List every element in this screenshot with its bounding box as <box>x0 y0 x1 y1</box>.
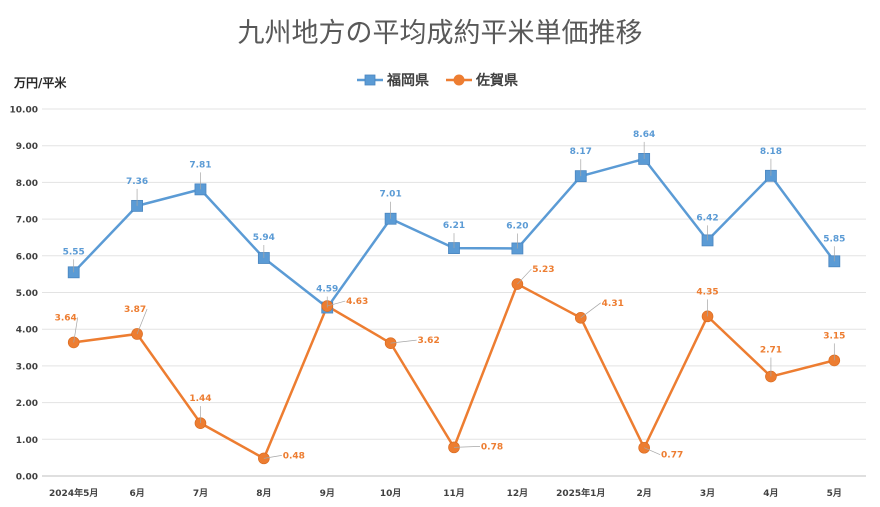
data-label: 4.63 <box>346 297 368 307</box>
leader-line <box>453 446 481 448</box>
y-tick-label: 3.00 <box>16 362 38 372</box>
data-label: 6.42 <box>696 213 718 223</box>
x-tick-label: 12月 <box>507 488 529 499</box>
data-label: 0.77 <box>661 451 683 461</box>
leader-line <box>580 302 601 319</box>
data-label: 8.17 <box>570 147 592 157</box>
x-tick-label: 5月 <box>827 488 842 499</box>
x-tick-label: 10月 <box>380 488 402 499</box>
y-tick-label: 8.00 <box>16 179 38 189</box>
y-tick-label: 9.00 <box>16 142 38 152</box>
data-label: 2.71 <box>760 346 782 356</box>
y-tick-label: 2.00 <box>16 399 38 409</box>
legend: 福岡県 佐賀県 <box>357 72 518 89</box>
x-tick-label: 4月 <box>763 488 778 499</box>
data-label: 1.44 <box>189 394 211 404</box>
x-tick-label: 3月 <box>700 488 715 499</box>
data-label: 0.78 <box>481 442 503 452</box>
y-axis-unit-label: 万円/平米 <box>13 75 67 90</box>
leader-line <box>136 308 148 335</box>
x-tick-label: 8月 <box>256 488 271 499</box>
y-tick-label: 6.00 <box>16 252 38 262</box>
data-label: 3.15 <box>823 331 845 341</box>
leader-line <box>517 268 532 285</box>
y-tick-label: 7.00 <box>16 216 38 226</box>
x-tick-label: 7月 <box>193 488 208 499</box>
data-label: 3.62 <box>418 336 440 346</box>
y-tick-label: 1.00 <box>16 436 38 446</box>
data-label: 8.18 <box>760 147 782 157</box>
series-line-2 <box>73 282 835 460</box>
legend-label-2: 佐賀県 <box>475 72 518 89</box>
x-tick-label: 9月 <box>320 488 335 499</box>
x-axis: 2024年5月 6月 7月 8月 9月 10月 11月 12月 2025年1月 2月 3月 4月 5月 <box>49 487 842 499</box>
leader-line <box>263 455 282 459</box>
leader-line <box>327 300 346 307</box>
gridlines <box>42 108 866 477</box>
legend-label-1: 福岡県 <box>386 72 429 89</box>
data-label: 4.35 <box>696 287 718 297</box>
data-label: 5.55 <box>63 247 85 257</box>
data-label: 3.64 <box>55 313 77 323</box>
x-tick-label: 2025年1月 <box>556 487 605 499</box>
data-label: 7.36 <box>126 177 148 187</box>
legend-marker-circle <box>453 74 465 86</box>
data-label: 7.81 <box>189 160 211 170</box>
x-tick-label: 2月 <box>637 488 652 499</box>
data-label: 0.48 <box>283 451 305 461</box>
legend-marker-square <box>364 74 376 86</box>
data-label: 4.59 <box>316 285 338 295</box>
data-label: 8.64 <box>633 130 655 140</box>
y-tick-label: 0.00 <box>16 473 38 483</box>
y-tick-label: 4.00 <box>16 326 38 336</box>
data-label: 3.87 <box>124 305 146 315</box>
data-label: 6.21 <box>443 221 465 231</box>
series-group <box>67 153 841 465</box>
y-tick-label: 5.00 <box>16 289 38 299</box>
x-tick-label: 6月 <box>129 488 144 499</box>
chart-title: 九州地方の平均成約平米単価推移 <box>238 18 643 49</box>
data-label: 6.20 <box>506 221 528 231</box>
data-label: 4.31 <box>602 299 624 309</box>
data-label: 5.23 <box>532 265 554 275</box>
x-tick-label: 2024年5月 <box>49 487 98 499</box>
data-label: 5.85 <box>823 234 845 244</box>
data-labels: 5.55 7.36 7.81 5.94 4.59 7.01 6.21 6.20 8.17 8.64… <box>55 130 846 461</box>
data-label: 7.01 <box>380 190 402 200</box>
leader-line <box>390 339 417 344</box>
y-axis: 0.00 1.00 2.00 3.00 4.00 5.00 6.00 7.00 8.00 9.00… <box>10 106 38 483</box>
y-tick-label: 10.00 <box>10 106 38 116</box>
data-label: 5.94 <box>253 233 275 243</box>
x-tick-label: 11月 <box>443 488 465 499</box>
leader-line <box>644 447 661 456</box>
leader-line <box>73 317 79 343</box>
